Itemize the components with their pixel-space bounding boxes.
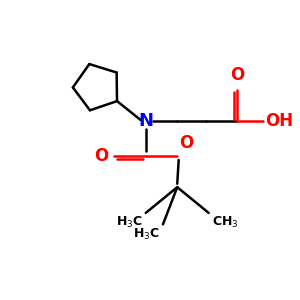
Text: CH$_3$: CH$_3$ (212, 215, 238, 230)
Text: H$_3$C: H$_3$C (116, 215, 143, 230)
Text: N: N (138, 112, 153, 130)
Text: O: O (179, 134, 193, 152)
Text: H$_3$C: H$_3$C (133, 227, 160, 242)
Text: O: O (230, 66, 244, 84)
Text: O: O (94, 147, 108, 165)
Text: OH: OH (265, 112, 293, 130)
